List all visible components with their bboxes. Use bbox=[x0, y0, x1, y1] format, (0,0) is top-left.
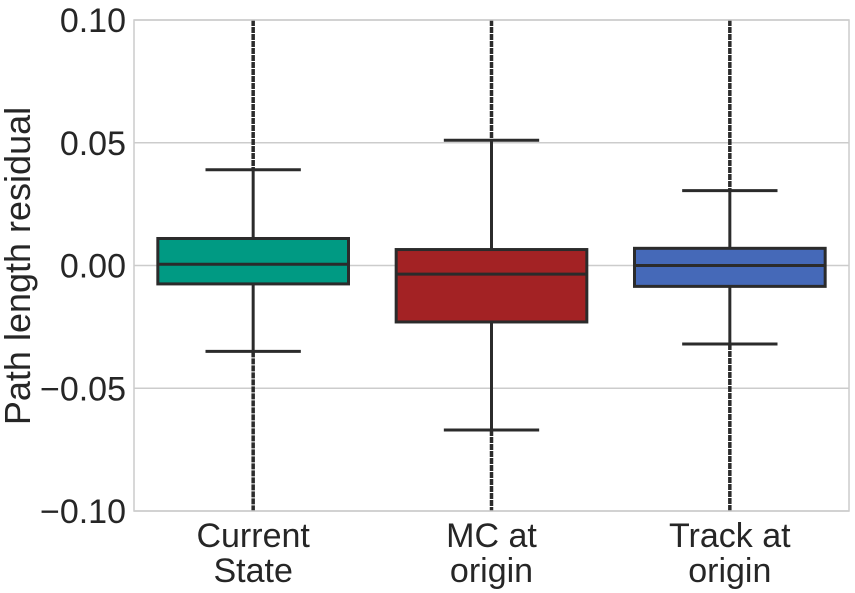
y-axis-title: Path length residual bbox=[0, 107, 38, 425]
box-group-1 bbox=[394, 20, 589, 511]
box-iqr-1 bbox=[394, 248, 589, 324]
x-category-label-0-line-1: State bbox=[213, 552, 292, 590]
x-category-label-1-line-1: origin bbox=[450, 552, 533, 590]
box-iqr-0 bbox=[156, 236, 350, 286]
y-tick-label-4: 0.10 bbox=[60, 2, 126, 40]
x-category-label-0: Current State bbox=[196, 517, 310, 590]
y-tick-label-0: −0.10 bbox=[40, 493, 126, 531]
x-category-label-0-line-0: Current bbox=[196, 517, 310, 555]
box-iqr-2 bbox=[633, 246, 827, 288]
x-category-label-1: MC at origin bbox=[446, 517, 537, 590]
y-tick-label-2: 0.00 bbox=[60, 248, 126, 286]
x-category-label-2-line-1: origin bbox=[688, 552, 771, 590]
box-group-2 bbox=[633, 20, 827, 511]
x-category-label-1-line-0: MC at bbox=[446, 517, 537, 555]
y-tick-label-3: 0.05 bbox=[60, 125, 126, 163]
box-series bbox=[156, 20, 827, 511]
x-category-label-2: Track at origin bbox=[669, 517, 791, 590]
plot-frame bbox=[133, 19, 850, 512]
x-category-label-2-line-0: Track at bbox=[669, 517, 791, 555]
y-tick-labels: −0.10 −0.05 0.00 0.05 0.10 bbox=[40, 2, 126, 531]
box-group-0 bbox=[156, 20, 350, 511]
y-tick-label-1: −0.05 bbox=[40, 370, 126, 408]
